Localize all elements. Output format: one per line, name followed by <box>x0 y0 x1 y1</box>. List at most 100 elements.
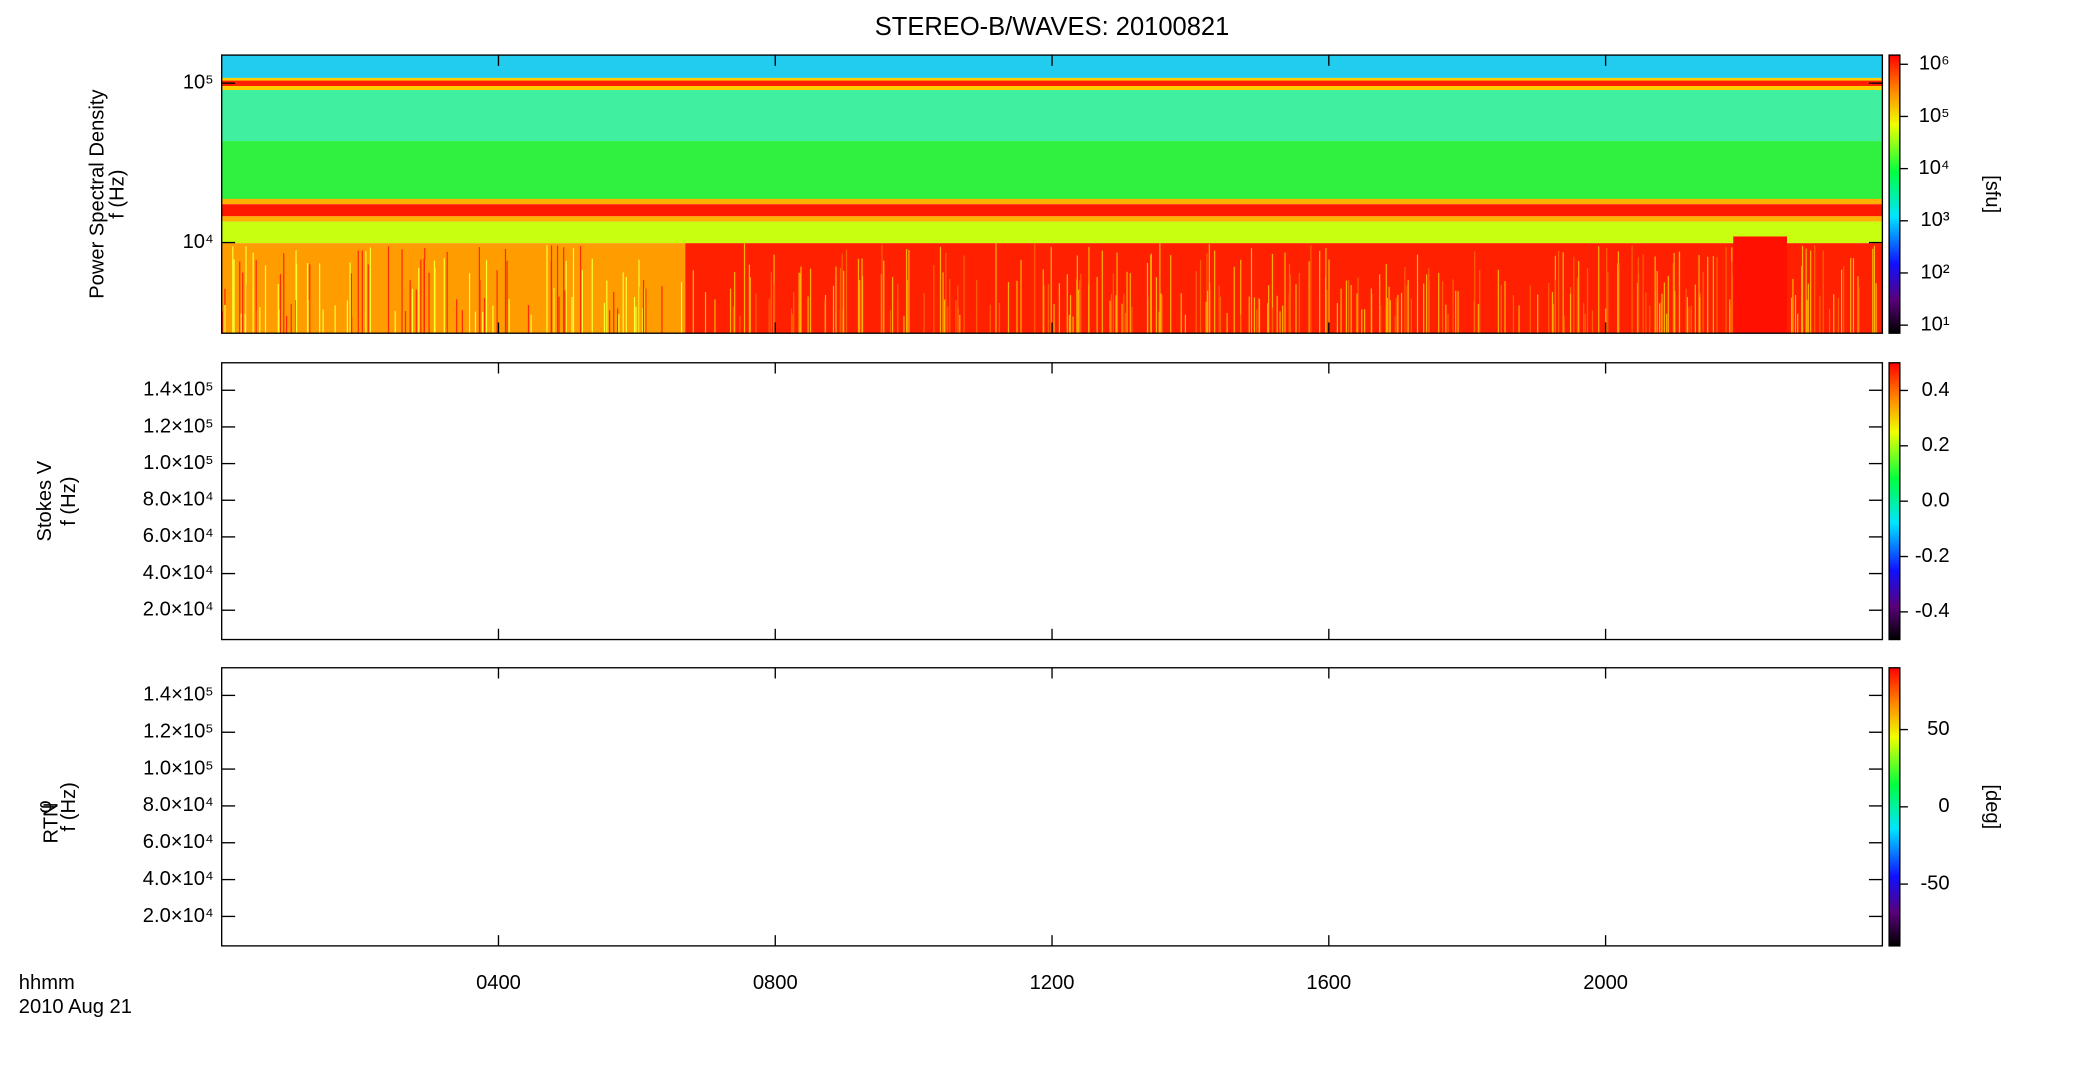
streak <box>1729 306 1731 334</box>
streak <box>1875 283 1877 334</box>
streak <box>424 248 426 334</box>
plot-root: STEREO-B/WAVES: 20100821 10⁴ 10⁵ Power Spec… <box>19 13 2003 1018</box>
streak <box>1205 301 1207 334</box>
colorbar-label: [sfu] <box>1981 175 2003 213</box>
colorbar-tick-label: 10⁵ <box>1919 105 1950 127</box>
streak <box>1066 274 1068 334</box>
streak <box>1558 250 1560 334</box>
streak <box>1370 288 1372 334</box>
streak <box>603 302 606 334</box>
streak <box>1806 299 1808 334</box>
streak <box>252 252 254 334</box>
streak <box>1837 297 1840 334</box>
streak <box>244 314 246 334</box>
streak <box>1678 251 1680 334</box>
streak <box>255 259 257 334</box>
streak <box>959 314 961 334</box>
streak <box>483 297 486 334</box>
y-axis-label: Power Spectral Density <box>86 89 108 299</box>
streak <box>492 305 494 334</box>
streak <box>692 270 694 334</box>
streak <box>1731 261 1733 334</box>
colorbar-tick-label: 0 <box>1938 795 1949 817</box>
streak <box>1814 245 1816 334</box>
streak <box>1702 272 1704 334</box>
colorbar-tick-label: 10³ <box>1920 209 1949 231</box>
streak <box>1457 291 1459 334</box>
streak <box>485 260 488 334</box>
colorbar-tick-label: 10⁶ <box>1919 53 1950 75</box>
streak <box>1319 250 1321 334</box>
streak <box>1088 246 1090 334</box>
streak <box>411 288 414 334</box>
streak <box>1479 269 1481 334</box>
y-axis-label-subscript: RTN <box>41 802 63 843</box>
x-tick-label: 0400 <box>476 972 521 994</box>
y-tick-label: 4.0×10⁴ <box>143 562 214 584</box>
streak <box>773 282 776 334</box>
streak <box>1617 269 1619 334</box>
y-tick-label: 1.2×10⁵ <box>143 415 214 437</box>
streak <box>1569 293 1572 334</box>
streak <box>564 290 566 334</box>
streak <box>947 306 949 334</box>
streak <box>1155 277 1157 334</box>
streak <box>550 261 552 334</box>
streak <box>1649 305 1651 334</box>
streak <box>1685 288 1687 334</box>
x-tick-label: 1200 <box>1030 972 1075 994</box>
streak <box>224 304 226 334</box>
streak <box>843 270 845 334</box>
streak <box>346 300 348 334</box>
streak <box>998 302 1001 334</box>
streak <box>468 273 471 334</box>
y-tick-label: 4.0×10⁴ <box>143 868 214 890</box>
streak <box>1150 254 1152 334</box>
streak <box>242 272 244 334</box>
streak <box>245 246 247 334</box>
streak <box>1850 258 1852 334</box>
streak <box>1226 313 1228 334</box>
streak <box>322 309 324 334</box>
streak <box>790 308 793 334</box>
streak <box>1552 303 1554 334</box>
y-tick-label: 1.4×10⁵ <box>143 684 214 706</box>
streak <box>508 299 510 334</box>
streak <box>259 306 261 334</box>
streak <box>1250 248 1253 334</box>
streak <box>1716 257 1718 334</box>
streak <box>1361 309 1363 334</box>
streak <box>1810 250 1812 334</box>
streak <box>1406 285 1408 334</box>
streak <box>428 272 430 334</box>
streak <box>1020 259 1022 334</box>
colorbar <box>1888 667 1901 947</box>
streak <box>807 296 809 334</box>
streak <box>1159 243 1161 334</box>
streak <box>1841 269 1843 334</box>
y-tick-label: 6.0×10⁴ <box>143 525 214 547</box>
streak <box>418 267 420 334</box>
streak <box>1350 285 1352 334</box>
streak <box>1441 281 1444 334</box>
streak <box>1170 255 1172 334</box>
streak <box>963 255 965 334</box>
streak <box>1364 309 1366 334</box>
streak <box>638 259 640 334</box>
streak <box>905 249 908 334</box>
streak <box>1258 299 1261 334</box>
streak <box>622 272 624 334</box>
streak <box>923 292 925 334</box>
streak <box>351 316 353 334</box>
x-tick-label: 1600 <box>1306 972 1351 994</box>
streak <box>504 248 507 334</box>
streak <box>1279 311 1281 334</box>
streak <box>1195 270 1197 334</box>
y-axis-label: f (Hz) <box>107 170 129 219</box>
y-tick-label: 10⁵ <box>183 71 214 93</box>
streak <box>1042 269 1044 334</box>
streak <box>1404 267 1406 334</box>
streak <box>1873 245 1876 334</box>
streak <box>1161 294 1163 334</box>
